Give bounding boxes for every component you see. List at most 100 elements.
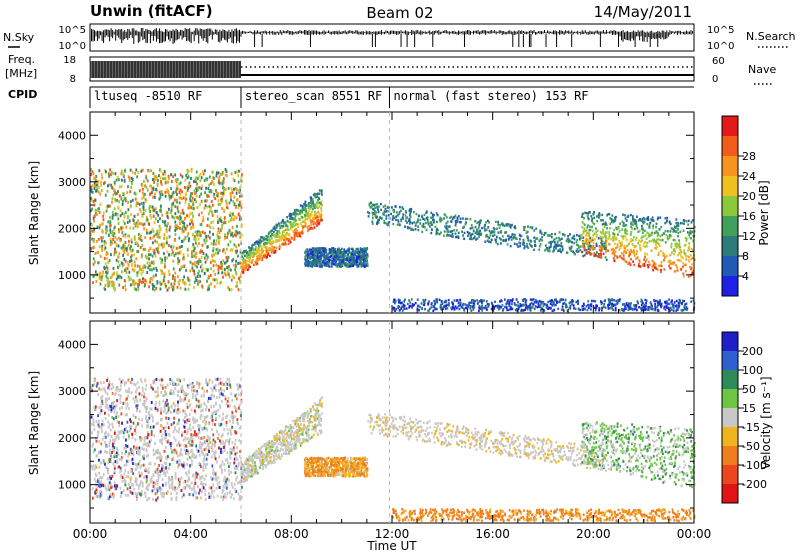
echo-cell [238,190,241,194]
echo-cell [590,215,593,218]
echo-cell [659,216,662,219]
echo-cell [192,245,195,249]
echo-cell [315,205,317,209]
echo-cell [331,256,334,259]
echo-cell [195,200,198,204]
echo-cell [658,227,661,231]
echo-cell [477,220,480,224]
echo-cell [688,231,691,235]
echo-cell [141,187,144,191]
echo-cell [469,227,472,230]
echo-cell [192,214,194,218]
echo-cell [660,302,663,306]
echo-cell [192,243,195,247]
echo-cell [316,258,319,262]
echo-cell [512,237,515,240]
echo-cell [342,250,345,254]
echo-cell [480,219,482,222]
echo-cell [685,302,688,305]
echo-cell [568,306,571,310]
echo-cell [280,221,283,224]
echo-cell [309,201,312,205]
echo-cell [240,173,243,177]
echo-cell [113,207,116,211]
echo-cell [177,246,180,250]
echo-cell [272,227,275,230]
echo-cell [615,303,618,306]
echo-cell [278,235,280,238]
echo-cell [256,259,259,262]
echo-cell [146,188,149,192]
echo-cell [670,251,673,254]
echo-cell [644,245,647,248]
echo-cell [243,249,246,253]
echo-cell [486,302,489,306]
echo-cell [472,237,475,240]
echo-cell [427,303,430,306]
echo-cell [216,215,219,219]
echo-cell [331,249,334,253]
echo-cell [271,233,274,237]
echo-cell [343,257,346,261]
echo-cell [448,301,450,305]
echo-cell [113,283,115,287]
echo-cell [511,233,514,236]
echo-cell [198,258,201,262]
echo-cell [306,213,308,217]
echo-cell [304,211,307,214]
echo-cell [120,184,123,188]
echo-cell [376,203,379,206]
echo-cell [174,271,177,275]
echo-cell [517,307,520,310]
echo-cell [300,224,303,227]
echo-cell [595,244,598,248]
echo-cell [623,307,626,311]
echo-cell [411,303,414,306]
echo-cell [310,248,312,252]
echo-cell [600,246,603,249]
echo-cell [466,230,469,234]
echo-cell [128,219,131,223]
echo-cell [368,204,371,207]
echo-cell [612,221,615,224]
echo-cell [410,207,413,211]
echo-cell [309,227,312,230]
echo-cell [391,218,394,221]
echo-cell [191,249,194,253]
echo-cell [155,177,158,181]
echo-cell [192,285,195,289]
echo-cell [248,260,251,264]
echo-cell [593,222,596,226]
echo-cell [533,307,536,311]
echo-cell [209,260,212,264]
echo-cell [202,267,205,271]
echo-cell [220,260,223,264]
echo-cell [525,303,528,307]
echo-cell [233,214,236,218]
echo-cell [189,212,192,216]
echo-cell [619,222,622,225]
echo-cell [596,215,598,218]
echo-cell [142,463,145,467]
echo-cell [134,224,137,228]
echo-cell [672,309,675,312]
echo-cell [691,230,694,234]
echo-cell [136,271,139,275]
echo-cell [104,193,107,197]
echo-cell [173,253,176,257]
echo-cell [187,202,190,206]
echo-cell [156,240,159,244]
echo-cell [609,306,611,310]
echo-cell [402,305,405,309]
echo-cell [557,307,560,311]
echo-cell [678,252,681,255]
echo-cell [194,230,197,234]
echo-cell [229,211,232,215]
echo-cell [376,206,379,209]
echo-cell [605,258,608,262]
echo-cell [117,260,120,264]
echo-cell [308,224,311,228]
echo-cell [620,257,623,260]
echo-cell [488,236,491,240]
echo-cell [264,241,267,245]
